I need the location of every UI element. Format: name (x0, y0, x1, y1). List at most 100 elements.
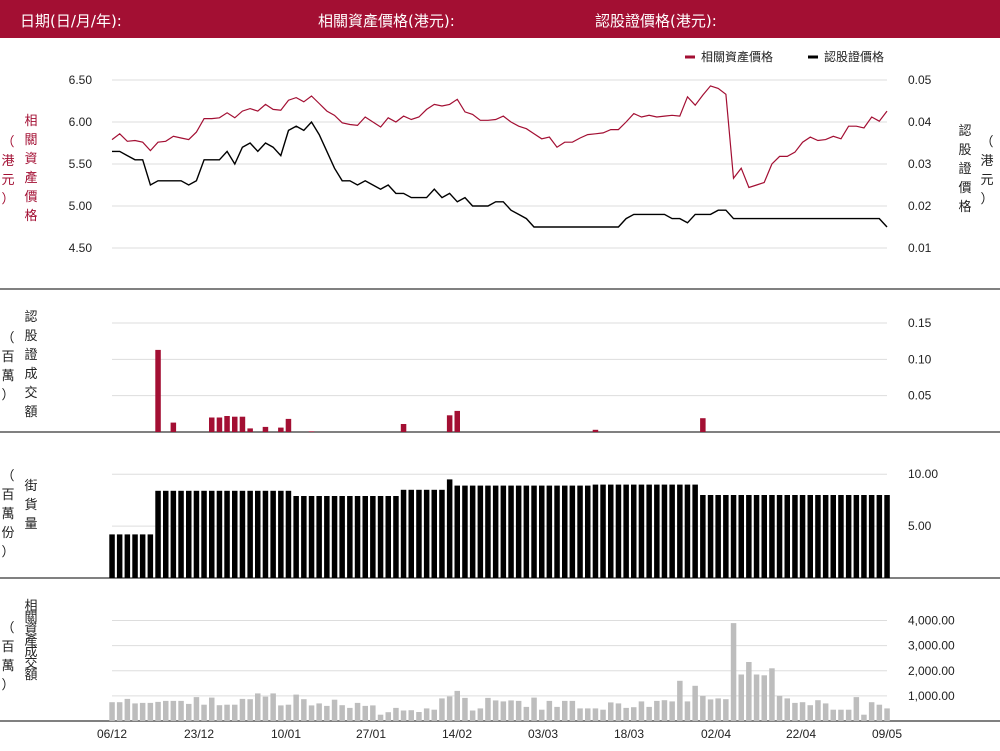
underlying-turnover-bar (293, 694, 299, 721)
outstanding-bar (370, 496, 376, 578)
outstanding-bar (209, 490, 215, 578)
underlying-turnover-bar (684, 701, 691, 721)
underlying-turnover-bar (753, 674, 760, 721)
outstanding-bar (723, 495, 729, 578)
outstanding-bar (416, 489, 422, 578)
left-tick-label: 5.00 (69, 199, 93, 213)
underlying-turnover-bar (884, 708, 890, 721)
underlying-turnover-bar (531, 697, 537, 721)
outstanding-bar (255, 490, 261, 578)
outstanding-bar (608, 484, 614, 578)
right-axis-label: 價 (958, 181, 971, 196)
outstanding-bar (845, 495, 852, 578)
outstanding-bar (216, 490, 223, 578)
warrant-turnover-bar (155, 349, 161, 432)
outstanding-bar (615, 484, 622, 578)
outstanding-bar (485, 485, 491, 578)
left-axis-label: 量 (24, 517, 37, 532)
underlying-turnover-bar (477, 708, 484, 721)
x-tick-label: 22/04 (786, 727, 816, 741)
outstanding-bar (408, 489, 414, 578)
underlying-turnover-bar (861, 714, 867, 721)
underlying-turnover-bar (209, 697, 215, 721)
underlying-turnover-bar (661, 700, 668, 721)
underlying-turnover-bar (485, 697, 491, 721)
left-axis-label: 街 (24, 479, 37, 494)
outstanding-bar (577, 485, 583, 578)
outstanding-bar (730, 495, 737, 578)
underlying-turnover-bar (170, 700, 177, 721)
underlying-turnover-bar (400, 710, 407, 721)
underlying-turnover-bar (853, 697, 860, 721)
underlying-turnover-bar (623, 707, 629, 721)
underlying-turnover-bar (331, 699, 338, 721)
outstanding-bar (592, 484, 599, 578)
outstanding-bar (400, 489, 407, 578)
underlying-turnover-bar (431, 709, 437, 721)
underlying-turnover-bar (247, 699, 253, 721)
underlying-turnover-bar (339, 705, 345, 721)
left-axis-label: 交 (24, 656, 37, 672)
outstanding-bar (715, 495, 721, 578)
underlying-turnover-bar (638, 701, 645, 721)
underlying-turnover-bar (239, 698, 246, 721)
outstanding-bar (807, 495, 813, 578)
underlying-turnover-bar (600, 709, 606, 721)
left-axis-label: 資 (24, 152, 37, 167)
outstanding-bar (201, 490, 207, 578)
underlying-turnover-bar (224, 704, 230, 721)
underlying-turnover-bar (654, 700, 660, 721)
outstanding-bar (769, 495, 775, 578)
underlying-turnover-bar (278, 705, 284, 721)
underlying-turnover-bar (868, 702, 875, 721)
outstanding-bar (278, 490, 284, 578)
underlying-turnover-bar (799, 702, 806, 721)
underlying-turnover-bar (262, 696, 269, 721)
underlying-turnover-bar (577, 708, 583, 721)
left-axis-label: 產 (24, 170, 37, 186)
x-tick-label: 02/04 (701, 727, 731, 741)
x-tick-label: 14/02 (442, 727, 472, 741)
left-axis-unit: （ (1, 331, 14, 346)
underlying-turnover-bar (147, 702, 154, 721)
x-tick-label: 23/12 (184, 727, 214, 741)
left-axis-label: 相 (24, 114, 37, 129)
outstanding-bar (692, 484, 698, 578)
right-tick-label: 0.10 (908, 352, 932, 366)
outstanding-bar (224, 490, 230, 578)
underlying-turnover-bar (669, 701, 675, 721)
outstanding-bar (132, 534, 138, 578)
warrant-turnover-bar (170, 422, 177, 432)
outstanding-bar (761, 495, 767, 578)
underlying-turnover-bar (347, 707, 353, 721)
outstanding-bar (262, 490, 269, 578)
left-axis-unit: 百 (1, 350, 14, 365)
outstanding-bar (631, 484, 637, 578)
underlying-turnover-bar (554, 706, 560, 721)
underlying-turnover-bar (163, 700, 169, 721)
outstanding-bar (707, 495, 714, 578)
underlying-turnover-bar (109, 702, 115, 721)
underlying-turnover-bar (700, 695, 706, 721)
left-axis-label: 關 (24, 133, 37, 148)
outstanding-bar (515, 485, 522, 578)
outstanding-bar (462, 485, 468, 578)
right-axis-unit: ） (980, 192, 993, 207)
underlying-turnover-bar (631, 707, 637, 721)
right-axis-unit: （ (980, 135, 993, 150)
underlying-turnover-bar (454, 690, 460, 721)
outstanding-bar (784, 495, 790, 578)
outstanding-bar (546, 485, 553, 578)
underlying-turnover-bar (546, 700, 553, 721)
left-tick-label: 4.50 (69, 241, 93, 255)
underlying-turnover-bar (193, 697, 200, 721)
underlying-turnover-bar (362, 705, 368, 721)
underlying-turnover-bar (585, 708, 591, 721)
outstanding-bar (669, 484, 675, 578)
underlying-turnover-bar (715, 698, 721, 721)
underlying-turnover-bar (446, 696, 453, 721)
right-tick-label: 0.05 (908, 73, 932, 87)
warrant-turnover-bar (239, 416, 246, 432)
outstanding-bar (876, 495, 883, 578)
warrant-price-label: 認股證價格(港元): (595, 12, 717, 30)
